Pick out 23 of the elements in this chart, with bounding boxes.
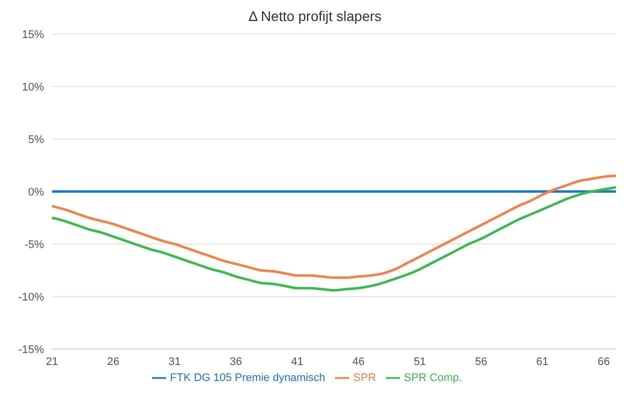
legend-label: SPR	[353, 372, 376, 384]
y-tick-label: 0%	[28, 186, 44, 198]
x-tick-label: 36	[230, 356, 242, 368]
x-tick-label: 41	[291, 356, 304, 368]
y-tick-label: -5%	[24, 238, 44, 251]
x-tick-label: 51	[414, 356, 426, 368]
chart-title: Δ Netto profijt slapers	[247, 8, 383, 24]
line-series	[50, 174, 618, 279]
x-tick-label: 56	[475, 356, 488, 368]
y-tick-label: 5%	[28, 134, 44, 146]
y-tick-label: 15%	[22, 28, 44, 41]
y-tick-label: -10%	[18, 291, 44, 304]
y-tick-label: -15%	[18, 344, 44, 356]
x-tick-label: 31	[168, 356, 181, 368]
x-tick-label: 21	[46, 356, 58, 368]
x-tick-label: 66	[598, 356, 610, 368]
line-series	[50, 186, 618, 292]
x-tick-label: 46	[352, 356, 365, 368]
legend-label: SPR Comp.	[404, 372, 462, 384]
y-tick-label: 10%	[22, 81, 44, 94]
legend-label: FTK DG 105 Premie dynamisch	[170, 372, 326, 384]
x-tick-label: 26	[107, 356, 120, 368]
x-tick-label: 61	[536, 356, 549, 368]
